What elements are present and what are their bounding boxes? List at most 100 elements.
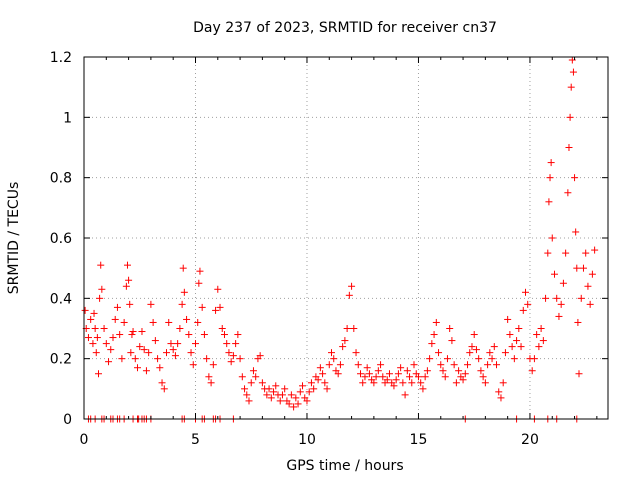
data-point <box>321 379 329 387</box>
data-point <box>348 282 356 290</box>
x-tick-label: 15 <box>410 432 428 448</box>
data-point <box>209 361 217 369</box>
data-point <box>285 400 293 408</box>
y-tick-label: 1.2 <box>50 50 72 66</box>
data-point <box>174 340 182 348</box>
data-point <box>93 334 101 342</box>
data-point <box>555 312 563 320</box>
data-point <box>249 367 257 375</box>
data-point <box>423 367 431 375</box>
data-point <box>96 294 104 302</box>
data-point <box>430 331 438 339</box>
y-tick-label: 1 <box>63 110 72 126</box>
data-point <box>519 306 527 314</box>
data-point <box>263 391 271 399</box>
data-point <box>501 349 509 357</box>
data-point <box>136 343 144 351</box>
data-point <box>252 373 260 381</box>
data-point <box>227 358 235 366</box>
data-point <box>191 340 199 348</box>
data-point <box>147 300 155 308</box>
data-point <box>89 340 97 348</box>
data-point <box>310 385 318 393</box>
data-point <box>557 300 565 308</box>
data-point <box>207 379 215 387</box>
data-point <box>214 285 222 293</box>
data-point <box>142 367 150 375</box>
data-point <box>243 391 251 399</box>
data-point <box>294 400 302 408</box>
data-point <box>414 373 422 381</box>
data-point <box>234 331 242 339</box>
data-point <box>569 68 577 76</box>
data-point <box>105 358 113 366</box>
data-point <box>196 267 204 275</box>
data-point <box>410 361 418 369</box>
y-tick-label: 0.2 <box>50 352 72 368</box>
data-point <box>98 285 106 293</box>
data-point <box>323 385 331 393</box>
data-point <box>591 246 599 254</box>
data-point <box>165 318 173 326</box>
data-point <box>437 361 445 369</box>
data-point <box>521 288 529 296</box>
data-point <box>292 394 300 402</box>
data-point <box>562 249 570 257</box>
data-point <box>383 376 391 384</box>
data-point <box>450 361 458 369</box>
data-point <box>443 355 451 363</box>
data-point <box>265 385 273 393</box>
data-point <box>475 355 483 363</box>
data-point <box>179 264 187 272</box>
data-point <box>567 83 575 91</box>
data-point <box>419 385 427 393</box>
data-point <box>305 388 313 396</box>
data-point <box>468 343 476 351</box>
data-point <box>441 373 449 381</box>
data-point <box>81 306 89 314</box>
data-point <box>352 349 360 357</box>
data-point <box>111 315 119 323</box>
data-point <box>307 379 315 387</box>
data-point <box>582 249 590 257</box>
data-point <box>223 340 231 348</box>
data-point <box>151 337 159 345</box>
data-point <box>238 373 246 381</box>
data-point <box>220 331 228 339</box>
data-point <box>548 234 556 242</box>
data-point <box>542 294 550 302</box>
data-point <box>448 337 456 345</box>
data-point <box>477 367 485 375</box>
data-point <box>566 113 574 121</box>
data-point <box>229 352 237 360</box>
data-point <box>466 349 474 357</box>
data-point <box>394 370 402 378</box>
data-point <box>281 385 289 393</box>
data-point <box>379 373 387 381</box>
data-point <box>550 270 558 278</box>
data-point <box>258 379 266 387</box>
data-point <box>564 189 572 197</box>
data-point <box>290 403 298 411</box>
data-point <box>490 343 498 351</box>
data-point <box>198 303 206 311</box>
data-point <box>203 355 211 363</box>
data-point <box>128 331 136 339</box>
data-point <box>341 337 349 345</box>
data-point <box>225 349 233 357</box>
data-point <box>267 394 275 402</box>
data-point <box>140 346 148 354</box>
data-point <box>120 318 128 326</box>
data-point <box>403 367 411 375</box>
data-point <box>479 373 487 381</box>
y-tick-label: 0.8 <box>50 171 72 187</box>
data-point <box>470 331 478 339</box>
data-point <box>354 361 362 369</box>
x-tick-label: 10 <box>298 432 316 448</box>
y-tick-label: 0.4 <box>50 291 72 307</box>
data-point <box>87 315 95 323</box>
data-point <box>102 340 110 348</box>
data-point <box>122 282 130 290</box>
y-tick-label: 0 <box>63 412 72 428</box>
data-point <box>513 337 521 345</box>
